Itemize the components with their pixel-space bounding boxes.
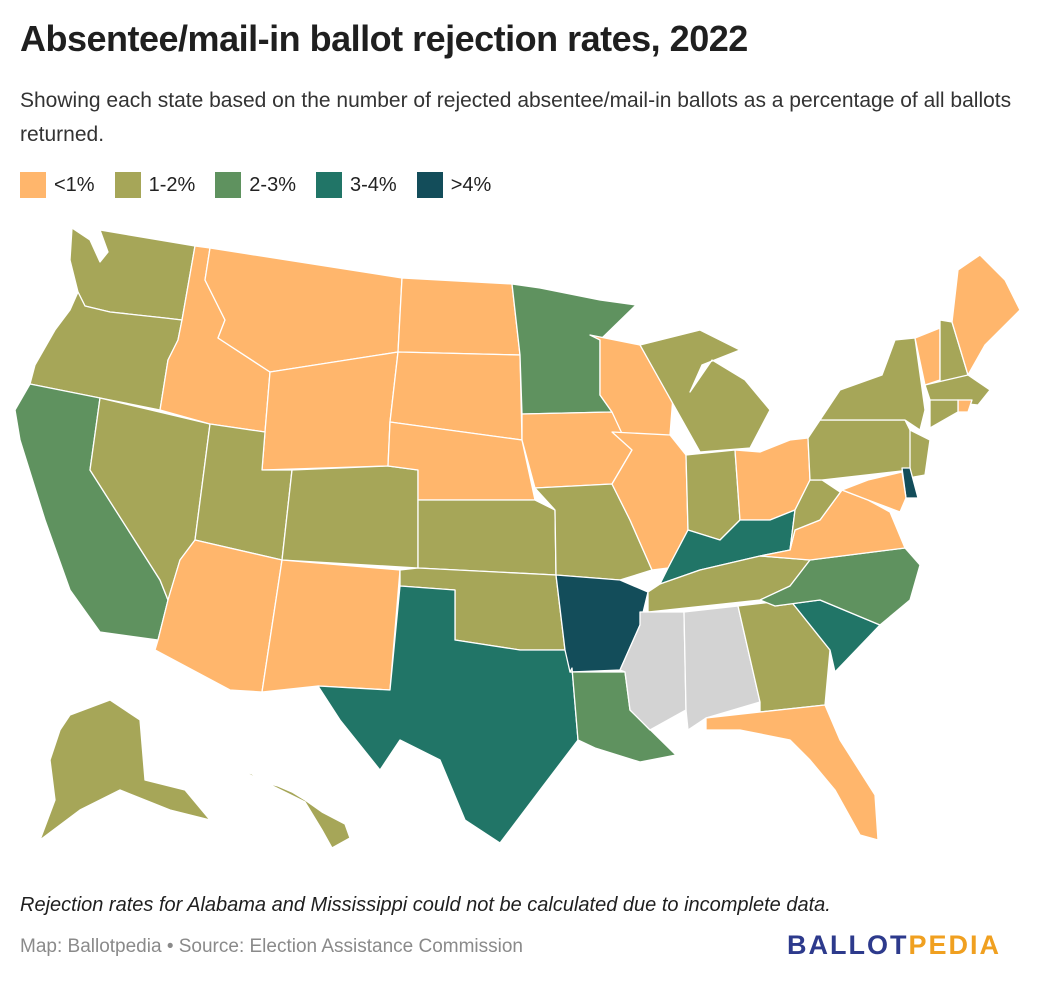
state-nd (397, 277, 521, 356)
footnote: Rejection rates for Alabama and Mississi… (20, 894, 831, 916)
legend-swatch (316, 172, 342, 198)
state-nm (261, 559, 401, 693)
state-il (611, 431, 689, 571)
state-md (841, 471, 907, 513)
state-pa (807, 419, 916, 481)
legend-item-3-4: 3-4% (316, 172, 397, 198)
state-me (951, 254, 1021, 376)
page-title: Absentee/mail-in ballot rejection rates,… (20, 18, 748, 59)
us-map (14, 227, 1021, 849)
state-wy (261, 351, 399, 471)
legend-item-gt4: >4% (416, 172, 492, 198)
state-ks (417, 499, 557, 576)
state-ia (521, 411, 633, 489)
legend-item-2-3: 2-3% (215, 172, 296, 198)
state-hi (239, 769, 351, 849)
state-ny (819, 337, 926, 431)
state-ri (957, 399, 973, 413)
state-in (685, 449, 741, 541)
page-subtitle: Showing each state based on the number o… (20, 89, 1012, 146)
legend: <1% 1-2% 2-3% 3-4% >4% (20, 172, 491, 198)
legend-swatch (114, 172, 141, 198)
legend-swatch (20, 172, 46, 198)
state-fl (705, 704, 879, 841)
source-credit: Map: Ballotpedia • Source: Election Assi… (20, 936, 523, 957)
legend-item-1-2: 1-2% (114, 172, 196, 198)
state-nc (759, 547, 921, 626)
state-wa (69, 227, 196, 321)
state-nj (907, 429, 931, 479)
legend-item-lt1: <1% (20, 172, 95, 198)
legend-swatch (416, 172, 443, 198)
legend-label: 3-4% (350, 173, 397, 196)
state-co (281, 465, 419, 569)
ballotpedia-logo: BALLOTPEDIA (787, 930, 1001, 961)
legend-label: <1% (54, 173, 95, 196)
legend-swatch (215, 172, 242, 198)
state-tx (317, 585, 579, 844)
state-ct (929, 399, 959, 429)
legend-label: >4% (450, 173, 492, 196)
legend-label: 2-3% (249, 173, 296, 196)
legend-label: 1-2% (148, 173, 196, 196)
state-mi (639, 329, 771, 453)
logo-part-1: BALLOT (787, 930, 909, 960)
state-ak (39, 699, 211, 841)
state-ma (924, 374, 991, 406)
logo-part-2: PEDIA (908, 930, 1002, 960)
